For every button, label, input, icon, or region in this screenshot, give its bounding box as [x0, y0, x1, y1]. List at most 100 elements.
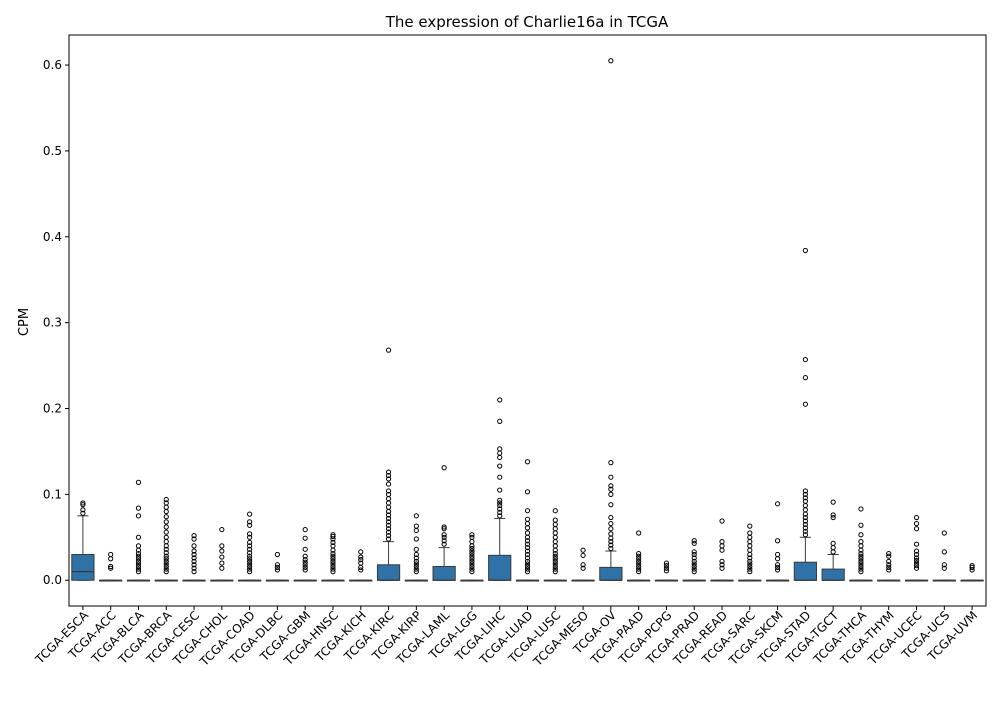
outlier-point	[247, 546, 253, 552]
outlier-point	[163, 566, 169, 572]
outlier-point	[135, 505, 142, 511]
outlier-point	[497, 497, 503, 503]
box-group	[71, 500, 95, 581]
outlier-point	[691, 566, 697, 572]
box-group	[126, 479, 151, 582]
outlier-point	[636, 551, 642, 557]
box-group	[682, 538, 706, 582]
outlier-point	[858, 566, 864, 572]
outlier-point	[385, 496, 392, 502]
outlier-point	[108, 551, 114, 558]
outlier-point	[886, 564, 892, 570]
box-group	[904, 514, 929, 582]
outlier-point	[913, 560, 920, 566]
outlier-point	[552, 553, 558, 559]
outlier-point	[385, 526, 392, 532]
box-group	[404, 513, 428, 582]
outlier-point	[358, 554, 364, 560]
x-axis: TCGA-ESCATCGA-ACCTCGA-BLCATCGA-BRCATCGA-…	[32, 606, 980, 669]
outlier-point	[608, 491, 614, 497]
outlier-point	[469, 548, 475, 554]
outlier-point	[247, 539, 253, 546]
outlier-point	[913, 565, 920, 571]
outlier-point	[163, 500, 169, 506]
outlier-point	[330, 543, 336, 549]
outlier-point	[747, 569, 753, 575]
outlier-point	[302, 557, 308, 563]
box-group	[654, 560, 679, 582]
y-axis: 0.0 0.1 0.2 0.3 0.4 0.5 0.6	[43, 58, 69, 587]
outlier-point	[747, 523, 753, 529]
outlier-point	[858, 551, 864, 557]
outlier-point	[858, 506, 864, 512]
outlier-point	[719, 558, 725, 564]
outlier-point	[524, 561, 531, 567]
outlier-point	[886, 567, 892, 573]
outlier-point	[608, 545, 614, 552]
outlier-point	[747, 555, 753, 561]
outlier-point	[135, 479, 142, 485]
outlier-point	[524, 566, 531, 572]
outlier-point	[802, 507, 808, 513]
outlier-point	[385, 522, 392, 528]
outlier-point	[830, 499, 836, 505]
outlier-point	[552, 561, 558, 567]
outlier-point	[608, 514, 614, 521]
box-group	[849, 506, 873, 582]
outlier-point	[497, 487, 503, 493]
outlier-point	[413, 566, 419, 572]
outlier-point	[191, 551, 197, 558]
outlier-point	[913, 514, 920, 521]
outlier-point	[274, 551, 281, 558]
outlier-point	[413, 563, 419, 570]
outlier-point	[524, 551, 531, 558]
outlier-point	[913, 526, 920, 532]
outlier-point	[552, 521, 558, 528]
outlier-point	[441, 534, 447, 540]
outlier-point	[247, 519, 253, 525]
outlier-point	[608, 502, 614, 508]
outlier-point	[497, 513, 503, 519]
outlier-point	[858, 561, 864, 567]
outlier-point	[497, 463, 503, 469]
outlier-point	[469, 556, 475, 562]
outlier-point	[747, 561, 753, 567]
box-group	[238, 511, 262, 582]
outlier-point	[719, 547, 725, 553]
outlier-point	[858, 539, 864, 545]
outlier-point	[524, 541, 531, 547]
outlier-point	[330, 551, 336, 557]
outlier-point	[219, 565, 225, 571]
box-iqr	[821, 568, 845, 581]
outlier-point	[163, 553, 169, 559]
outlier-point	[802, 514, 808, 521]
outlier-point	[135, 553, 142, 559]
outlier-point	[469, 566, 475, 572]
outlier-point	[469, 561, 475, 567]
outlier-point	[385, 488, 392, 494]
outlier-point	[802, 375, 808, 381]
box-group	[738, 523, 762, 582]
outlier-point	[219, 560, 225, 566]
outlier-point	[497, 474, 503, 480]
box-group	[821, 499, 845, 581]
outlier-point	[247, 558, 253, 564]
outlier-point	[385, 472, 392, 479]
outlier-point	[524, 548, 531, 554]
outlier-point	[774, 562, 781, 568]
outlier-point	[608, 474, 614, 480]
outlier-point	[497, 509, 503, 516]
outlier-point	[747, 558, 753, 564]
box-group	[154, 496, 178, 582]
outlier-point	[330, 553, 336, 559]
outlier-point	[80, 502, 86, 508]
outlier-point	[191, 558, 197, 564]
outlier-point	[469, 569, 475, 575]
box-group	[599, 58, 623, 581]
outlier-point	[774, 556, 781, 562]
outlier-point	[636, 561, 642, 567]
outlier-point	[163, 556, 169, 562]
outlier-point	[497, 397, 503, 403]
outlier-point	[858, 553, 864, 559]
